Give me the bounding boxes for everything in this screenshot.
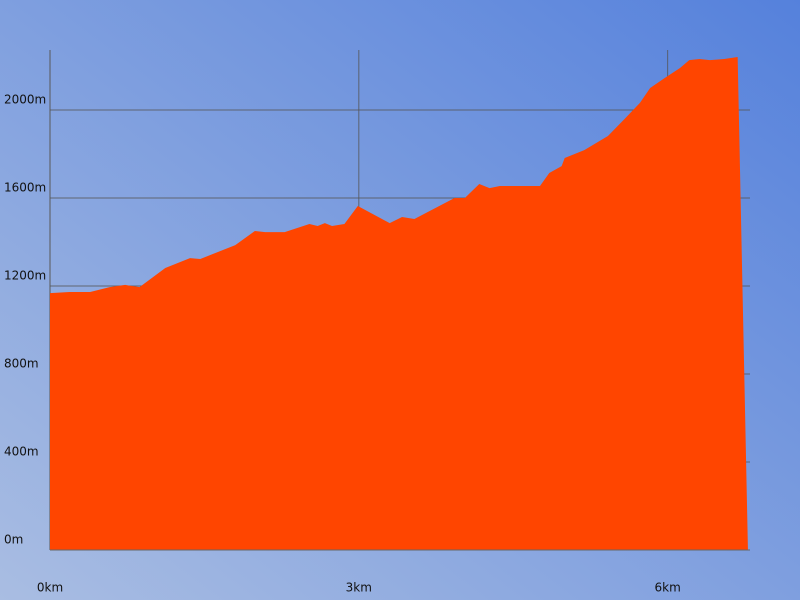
- x-tick-label: 6km: [655, 581, 681, 595]
- y-tick-label: 1200m: [4, 269, 46, 283]
- x-tick-label: 3km: [346, 581, 372, 595]
- y-tick-label: 2000m: [4, 93, 46, 107]
- x-tick-label: 0km: [37, 581, 63, 595]
- y-tick-label: 1600m: [4, 181, 46, 195]
- y-tick-label: 400m: [4, 445, 39, 459]
- area: [50, 57, 748, 550]
- y-tick-label: 0m: [4, 533, 23, 547]
- labels: 0m 400m 800m 1200m 1600m 2000m 0km 3km 6km: [4, 93, 681, 595]
- marks: [50, 57, 750, 551]
- y-tick-label: 800m: [4, 357, 39, 371]
